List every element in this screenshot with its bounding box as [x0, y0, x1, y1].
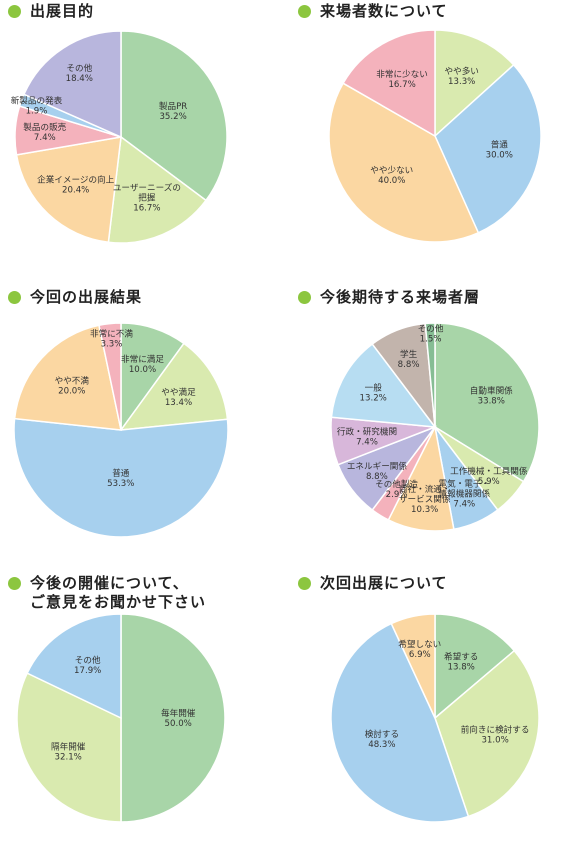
bullet-dot-icon [298, 291, 311, 304]
pie-slice [98, 322, 122, 431]
slice-label: 製品の販売 7.4% [23, 121, 66, 143]
pie-chart-expected-visitors: 自動車関係 33.8% 工作機械・工具関係 5.9%電気・電子・情報機器関係 7.4%商… [330, 322, 540, 532]
bullet-dot-icon [8, 291, 21, 304]
slice-label: 新製品の発表 1.9% [11, 95, 63, 117]
slice-label: 前向きに検討する 31.0% [461, 724, 530, 746]
slice-label: 工作機械・工具関係 5.9% [450, 465, 528, 487]
pie-slice [342, 29, 436, 138]
slice-label: その他 1.5% [418, 323, 444, 345]
heading: 今回の出展結果 [8, 288, 142, 307]
slice-label: やや満足 13.4% [161, 387, 196, 408]
heading: 出展目的 [8, 2, 94, 21]
pie-panel-expected-visitors: 今後期待する来場者層 自動車関係 33.8% 工作機械・工具関係 5.9% 電気・電子・… [290, 286, 580, 572]
pie-slice [120, 613, 226, 823]
slice-label: エネルギー関係 8.8% [347, 461, 408, 482]
pie-panel-exhibit-result: 今回の出展結果 非常に満足 10.0% やや満足 13.4% 普通 53.3% やや不満 20… [0, 286, 290, 572]
slice-label: 一般 13.2% [360, 382, 387, 404]
pie-slice [16, 672, 122, 823]
slice-label: 非常に不満 3.3% [90, 328, 133, 350]
bullet-dot-icon [8, 577, 21, 590]
slice-label: その他 17.9% [74, 654, 101, 676]
pie-slice [22, 30, 122, 139]
bullet-dot-icon [8, 5, 21, 18]
pie-chart-future-holding: 毎年開催 50.0% 隔年開催 32.1% その他 17.9% [16, 613, 226, 823]
slice-label: その他 18.4% [66, 62, 93, 84]
pie-slice [13, 417, 229, 538]
pie-panel-future-holding: 今後の開催について、 ご意見をお聞かせ下さい 毎年開催 50.0% 隔年開催 32.1… [0, 572, 290, 858]
pie-slice [424, 322, 436, 428]
chart-title: 今後の開催について、 ご意見をお聞かせ下さい [30, 574, 207, 611]
pie-panel-next-exhibit: 次回出展について 希望する 13.8% 前向きに検討する 31.0% 検討する 48.3%… [290, 572, 580, 858]
pie-panel-exhibit-purpose: 出展目的 製品PR 35.2% ユーザーニーズの把握 16.7% 企業イメージの向上 20… [0, 0, 290, 286]
pie-panel-visitor-count: 来場者数について やや多い 13.3% 普通 30.0% やや少ない 40.0% 非常に少な… [290, 0, 580, 286]
pie-slice [120, 30, 228, 202]
heading: 今後期待する来場者層 [298, 288, 480, 307]
pie-chart-next-exhibit: 希望する 13.8% 前向きに検討する 31.0% 検討する 48.3% 希望しない 6.9% [330, 613, 540, 823]
slice-label: 電気・電子・情報機器関係 7.4% [439, 478, 491, 510]
bullet-dot-icon [298, 5, 311, 18]
pie-slice [390, 613, 436, 719]
pie-slice [119, 342, 229, 431]
slice-label: 非常に少ない 16.7% [376, 68, 428, 90]
slice-label: 普通 30.0% [486, 139, 513, 161]
slice-label: 希望しない 6.9% [398, 638, 441, 660]
pie-slice [434, 649, 540, 818]
heading: 次回出展について [298, 574, 448, 593]
slice-label: 自動車関係 33.8% [470, 385, 513, 407]
slice-label: 製品PR 35.2% [159, 100, 187, 122]
slice-label: やや少ない 40.0% [370, 165, 413, 186]
heading: 今後の開催について、 ご意見をお聞かせ下さい [8, 574, 206, 612]
slice-label: 商社・流通・サービス関係 10.3% [399, 483, 451, 515]
pie-slice [107, 135, 208, 244]
pie-slice [15, 136, 122, 244]
pie-slice [434, 63, 542, 234]
slice-label: 毎年開催 50.0% [161, 707, 196, 729]
slice-label: 隔年開催 32.1% [51, 740, 86, 762]
heading: 来場者数について [298, 2, 448, 21]
slice-label: やや多い 13.3% [445, 65, 479, 87]
slice-label: やや不満 20.0% [55, 376, 90, 397]
chart-title: 今後期待する来場者層 [320, 288, 481, 306]
slice-label: 検討する 48.3% [365, 728, 399, 750]
pie-slice [434, 29, 515, 138]
pie-chart-visitor-count: やや多い 13.3% 普通 30.0% やや少ない 40.0% 非常に少ない 16.7% [328, 29, 542, 243]
pie-slice [434, 613, 516, 720]
pie-slice [13, 324, 122, 431]
slice-label: 非常に満足 10.0% [121, 353, 164, 375]
pie-slice [328, 82, 480, 243]
slice-label: 企業イメージの向上 20.4% [37, 174, 115, 196]
pie-chart-exhibit-purpose: 製品PR 35.2% ユーザーニーズの把握 16.7%企業イメージの向上 20.4% 製品… [11, 30, 228, 244]
chart-title: 来場者数について [320, 2, 448, 20]
chart-title: 今回の出展結果 [30, 288, 143, 306]
pie-slice [330, 342, 437, 428]
slice-label: 希望する 13.8% [444, 650, 478, 672]
slice-label: ユーザーニーズの把握 16.7% [113, 181, 181, 213]
slice-label: 学生 8.8% [398, 348, 420, 370]
pie-slice [330, 622, 470, 823]
pie-chart-exhibit-result: 非常に満足 10.0% やや満足 13.4% 普通 53.3% やや不満 20.0% 非常に不満… [13, 322, 229, 538]
slice-label: 行政・研究機関 7.4% [337, 426, 397, 448]
chart-title: 出展目的 [30, 2, 95, 20]
pie-slice [26, 613, 122, 720]
slice-label: その他製造 2.9% [375, 478, 418, 500]
chart-title: 次回出展について [320, 574, 448, 592]
pie-slice [434, 322, 540, 483]
bullet-dot-icon [298, 577, 311, 590]
slice-label: 普通 53.3% [107, 467, 134, 489]
